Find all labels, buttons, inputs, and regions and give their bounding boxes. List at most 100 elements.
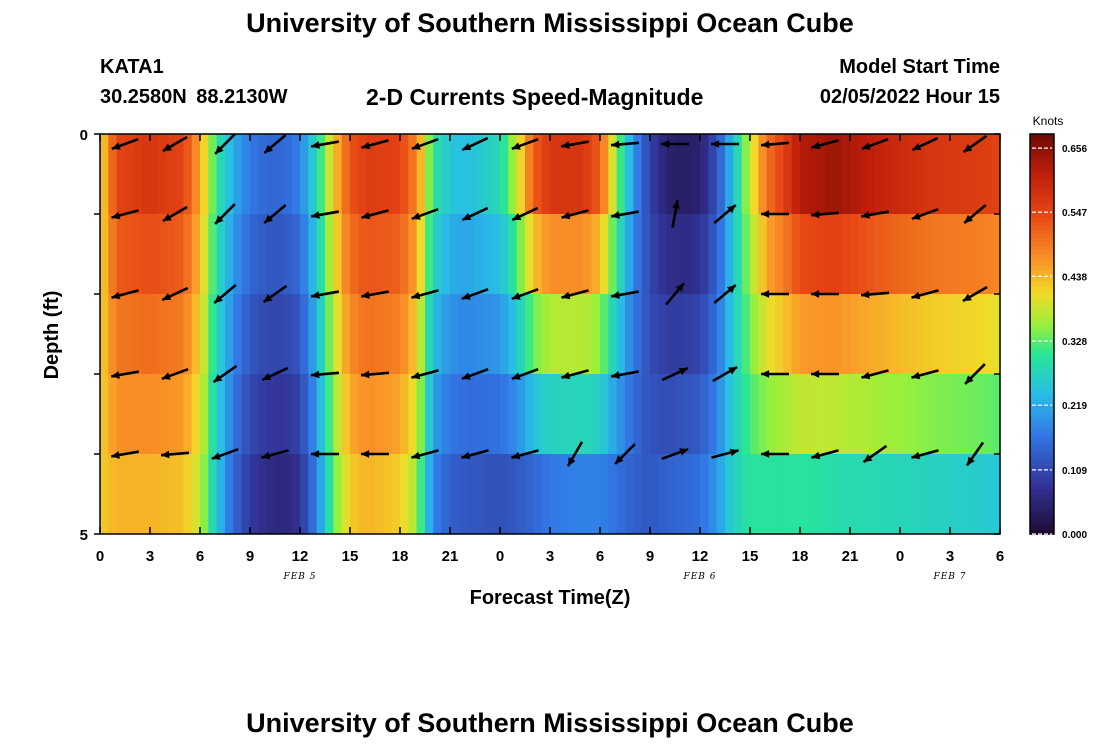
colorbar-segment <box>1030 318 1054 323</box>
heatmap-cell <box>241 214 251 294</box>
heatmap-cell <box>516 214 526 294</box>
heatmap-cell <box>791 294 801 374</box>
heatmap-cell <box>483 294 493 374</box>
heatmap-cell <box>708 134 718 214</box>
heatmap-cell <box>300 374 309 454</box>
heatmap-cell <box>775 294 784 374</box>
heatmap-cell <box>133 134 143 214</box>
current-arrow <box>911 369 939 380</box>
colorbar-segment <box>1030 286 1054 291</box>
colorbar-segment <box>1030 466 1054 471</box>
heatmap-cell <box>800 214 809 294</box>
heatmap-cell <box>775 454 784 534</box>
colorbar-segment <box>1030 342 1054 347</box>
heatmap-cell <box>833 294 843 374</box>
colorbar-segment <box>1030 430 1054 435</box>
heatmap-cell <box>133 294 143 374</box>
heatmap-cell <box>433 294 443 374</box>
heatmap-cell <box>116 454 126 534</box>
heatmap-cell <box>666 294 676 374</box>
heatmap-cell <box>558 374 568 454</box>
colorbar-segment <box>1030 522 1054 527</box>
heatmap-cell <box>300 294 309 374</box>
heatmap-cell <box>550 214 559 294</box>
colorbar-segment <box>1030 226 1054 231</box>
current-arrow <box>511 137 539 151</box>
heatmap-cell <box>758 214 768 294</box>
heatmap-cell <box>791 134 801 214</box>
heatmap-cell <box>925 294 934 374</box>
current-arrow <box>161 367 189 381</box>
colorbar-segment <box>1030 486 1054 491</box>
current-arrow <box>860 210 890 219</box>
x-tick-label: 0 <box>96 548 104 565</box>
heatmap-cell <box>108 134 118 214</box>
heatmap-cell <box>266 454 276 534</box>
colorbar-segment <box>1030 182 1054 187</box>
heatmap-cell <box>516 294 526 374</box>
current-arrow <box>411 289 439 300</box>
heatmap-cell <box>100 294 109 374</box>
heatmap-cell <box>591 454 601 534</box>
heatmap-cell <box>408 214 418 294</box>
colorbar-segment <box>1030 362 1054 367</box>
current-arrow <box>360 370 390 379</box>
heatmap-cell <box>583 214 593 294</box>
current-arrow <box>213 284 237 304</box>
heatmap-cell <box>258 374 268 454</box>
heatmap-cell <box>408 374 418 454</box>
colorbar-segment <box>1030 322 1054 327</box>
current-arrow <box>811 139 839 150</box>
heatmap-cell <box>675 374 684 454</box>
heatmap-cell <box>508 454 518 534</box>
heatmap-cell <box>825 294 834 374</box>
heatmap-cell <box>375 454 384 534</box>
heatmap-cell <box>841 294 851 374</box>
heatmap-cell <box>641 294 651 374</box>
heatmap-cell <box>833 374 843 454</box>
heatmap-cell <box>391 134 401 214</box>
heatmap-cell <box>950 294 959 374</box>
heatmap-cell <box>250 454 259 534</box>
heatmap-cell <box>816 294 826 374</box>
heatmap-cell <box>366 134 376 214</box>
heatmap-cell <box>183 374 193 454</box>
heatmap-cell <box>341 374 351 454</box>
colorbar-segment <box>1030 150 1054 155</box>
heatmap-cell <box>550 374 559 454</box>
heatmap-cell <box>383 134 393 214</box>
heatmap-cell <box>566 374 576 454</box>
heatmap-cell <box>725 374 734 454</box>
heatmap-cell <box>983 374 993 454</box>
heatmap-cell <box>558 134 568 214</box>
current-arrow <box>262 284 288 304</box>
heatmap-cell <box>841 374 851 454</box>
colorbar-segment <box>1030 462 1054 467</box>
current-arrow <box>811 370 839 378</box>
heatmap-cell <box>266 374 276 454</box>
heatmap-cell <box>450 214 459 294</box>
heatmap-cell <box>625 294 634 374</box>
heatmap-cell <box>650 294 659 374</box>
current-arrow <box>761 370 789 378</box>
heatmap-cell <box>366 214 376 294</box>
colorbar-segment <box>1030 230 1054 235</box>
heatmap-cell <box>641 374 651 454</box>
heatmap-cell <box>358 214 368 294</box>
x-tick-label: 12 <box>692 548 709 565</box>
heatmap-cell <box>441 454 451 534</box>
heatmap-cell <box>591 374 601 454</box>
heatmap-cell <box>191 294 201 374</box>
heatmap-cell <box>941 294 951 374</box>
heatmap-cell <box>800 454 809 534</box>
speed-heatmap <box>100 134 1001 534</box>
heatmap-cell <box>900 214 909 294</box>
heatmap-cell <box>708 454 718 534</box>
heatmap-cell <box>658 374 668 454</box>
current-arrow <box>713 284 737 304</box>
heatmap-cell <box>575 454 584 534</box>
heatmap-cell <box>408 454 418 534</box>
heatmap-cell <box>808 374 818 454</box>
colorbar-segment <box>1030 366 1054 371</box>
colorbar-segment <box>1030 154 1054 159</box>
